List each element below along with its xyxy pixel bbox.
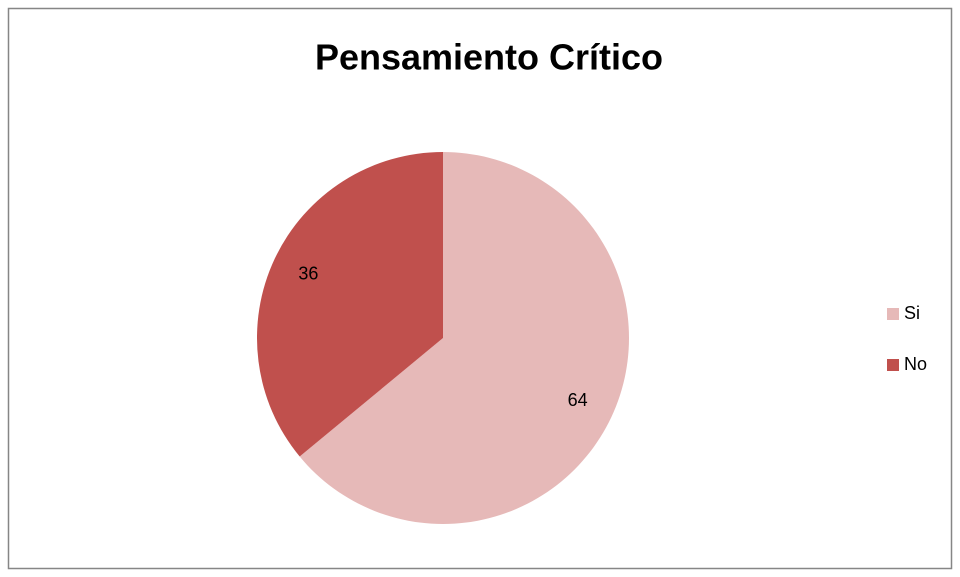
legend-swatch xyxy=(887,308,899,320)
legend-label: Si xyxy=(904,303,920,323)
data-label: 64 xyxy=(568,390,588,410)
pie-slice xyxy=(257,152,443,457)
chart-title: Pensamiento Crítico xyxy=(315,37,663,78)
legend-swatch xyxy=(887,359,899,371)
data-label: 36 xyxy=(298,263,318,283)
legend-label: No xyxy=(904,354,927,374)
pie-slice xyxy=(299,152,630,525)
